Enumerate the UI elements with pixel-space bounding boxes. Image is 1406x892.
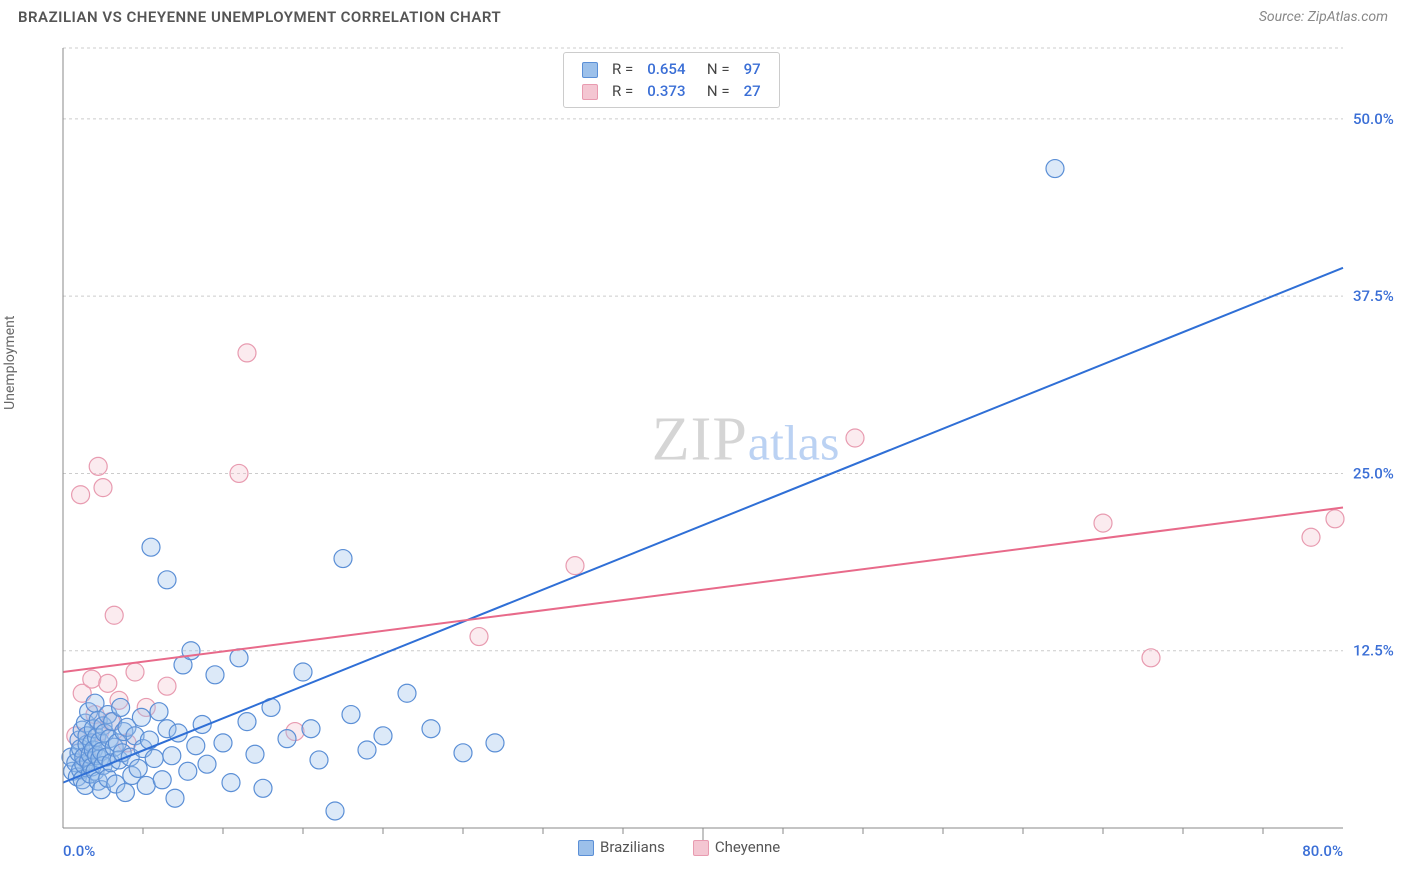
stats-legend-box: R =0.654 N =97R =0.373 N =27 — [563, 52, 780, 108]
svg-text:80.0%: 80.0% — [1302, 842, 1343, 860]
source-attribution: Source: ZipAtlas.com — [1259, 9, 1388, 25]
svg-text:ZIPatlas: ZIPatlas — [652, 405, 840, 473]
scatter-plot-svg: ZIPatlas 0.0% 80.0% 12.5% 25.0% 37.5% 50.0% — [18, 30, 1406, 868]
svg-text:37.5%: 37.5% — [1353, 287, 1394, 305]
svg-text:25.0%: 25.0% — [1353, 464, 1394, 482]
svg-text:0.0%: 0.0% — [63, 842, 95, 860]
chart-container: Unemployment ZIPatlas0.0%80.0%12.5%25.0%… — [18, 30, 1388, 868]
series-legend: BraziliansCheyenne — [578, 838, 808, 856]
svg-text:50.0%: 50.0% — [1353, 110, 1394, 128]
y-axis-label: Unemployment — [2, 316, 18, 410]
chart-title: BRAZILIAN VS CHEYENNE UNEMPLOYMENT CORRE… — [18, 8, 501, 26]
svg-text:12.5%: 12.5% — [1353, 642, 1394, 660]
